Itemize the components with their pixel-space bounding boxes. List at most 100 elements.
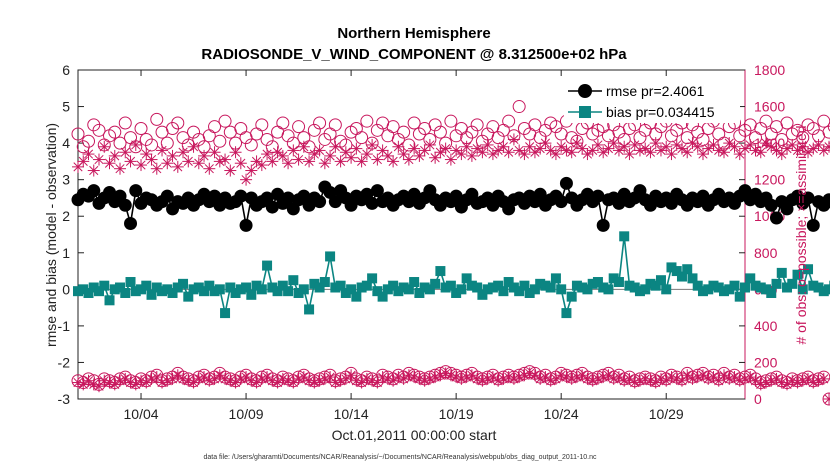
assimilated-obs-point <box>219 153 232 166</box>
y-tick-label: -2 <box>58 354 71 370</box>
y-axis-right-label: # of obs: o=possible; ×=assimilated <box>793 125 809 344</box>
assimilated-obs-point <box>266 374 279 387</box>
bias-point <box>661 284 672 295</box>
bias-point <box>745 273 756 284</box>
assimilated-obs-point <box>234 372 247 385</box>
bias-point <box>298 284 309 295</box>
bias-point <box>472 282 483 293</box>
assimilated-obs-point <box>665 371 678 384</box>
possible-obs-point <box>260 132 274 146</box>
assimilated-obs-point <box>82 148 95 161</box>
bias-point <box>209 286 220 297</box>
bias-point <box>398 282 409 293</box>
assimilated-obs-point <box>177 146 190 159</box>
assimilated-obs-point <box>775 376 788 389</box>
y-right-tick-label: 1200 <box>754 172 785 188</box>
x-tick-label: 10/29 <box>649 406 684 422</box>
assimilated-obs-point <box>103 157 116 170</box>
assimilated-obs-point <box>135 374 148 387</box>
assimilated-obs-point <box>408 142 421 155</box>
possible-obs-point <box>355 131 369 145</box>
bias-point <box>818 286 829 297</box>
bias-point <box>73 286 83 297</box>
possible-obs-point <box>265 140 279 154</box>
assimilated-obs-point <box>644 146 657 159</box>
assimilated-obs-point <box>119 146 132 159</box>
assimilated-obs-point <box>754 146 767 159</box>
assimilated-obs-point <box>355 155 368 168</box>
possible-obs-point <box>827 121 830 132</box>
assimilated-obs-point <box>72 376 84 389</box>
assimilated-obs-point <box>150 162 163 175</box>
bias-point <box>157 286 168 297</box>
assimilated-obs-point <box>423 138 436 151</box>
assimilated-obs-point <box>471 372 484 385</box>
assimilated-obs-point <box>760 376 773 389</box>
assimilated-obs-point <box>350 374 363 387</box>
assimilated-obs-point <box>276 149 289 162</box>
assimilated-obs-point <box>308 376 321 389</box>
bias-point <box>535 278 546 289</box>
assimilated-obs-point <box>124 155 137 168</box>
y-tick-label: 0 <box>62 281 70 297</box>
rmse-point <box>313 195 327 209</box>
bias-point <box>650 280 661 291</box>
bias-point <box>703 284 714 295</box>
assimilated-obs-point <box>224 164 237 177</box>
bias-point <box>204 280 215 291</box>
rmse-point <box>118 198 132 212</box>
bias-point <box>671 266 682 277</box>
possible-obs-point <box>108 125 122 139</box>
bias-point <box>666 262 677 273</box>
y-right-tick-label: 400 <box>754 318 778 334</box>
assimilated-obs-point <box>476 374 489 387</box>
possible-obs-point <box>313 116 327 130</box>
assimilated-obs-point <box>507 372 520 385</box>
assimilated-obs-point <box>240 173 253 186</box>
assimilated-obs-point <box>691 140 704 153</box>
assimilated-obs-point <box>670 372 683 385</box>
bias-point <box>83 287 94 298</box>
bias-point <box>388 280 399 291</box>
bias-point <box>151 282 162 293</box>
assimilated-obs-point <box>717 146 730 159</box>
assimilated-obs-point <box>423 372 436 385</box>
bias-point <box>435 266 446 277</box>
bias-point <box>430 278 441 289</box>
assimilated-obs-point <box>392 371 405 384</box>
assimilated-obs-point <box>282 374 295 387</box>
y-tick-label: 5 <box>62 99 70 115</box>
bias-point <box>577 282 588 293</box>
bias-point <box>687 273 698 284</box>
possible-obs-point <box>491 131 505 145</box>
assimilated-obs-point <box>481 372 494 385</box>
rmse-point <box>370 184 384 198</box>
assimilated-obs-point <box>465 149 478 162</box>
possible-obs-point <box>134 121 148 135</box>
assimilated-obs-point <box>544 374 557 387</box>
bias-point <box>346 284 357 295</box>
possible-obs-point <box>512 100 526 114</box>
bias-point <box>440 282 451 293</box>
assimilated-obs-point <box>549 148 562 161</box>
possible-obs-point <box>118 116 132 130</box>
assimilated-obs-point <box>660 374 673 387</box>
assimilated-obs-point <box>87 378 100 391</box>
assimilated-obs-point <box>623 148 636 161</box>
bias-point <box>482 284 493 295</box>
bias-point <box>78 284 89 295</box>
bias-point <box>382 284 393 295</box>
bias-point <box>592 277 603 288</box>
assimilated-obs-point <box>796 374 809 387</box>
bias-point <box>824 284 830 295</box>
possible-obs-point <box>465 125 479 139</box>
assimilated-obs-point <box>171 160 184 173</box>
rmse-point <box>801 191 815 205</box>
y-tick-label: 6 <box>62 62 70 78</box>
possible-obs-point <box>670 123 684 137</box>
assimilated-obs-point <box>586 374 599 387</box>
assimilated-obs-point <box>156 376 169 389</box>
legend-bias-marker <box>579 106 591 118</box>
